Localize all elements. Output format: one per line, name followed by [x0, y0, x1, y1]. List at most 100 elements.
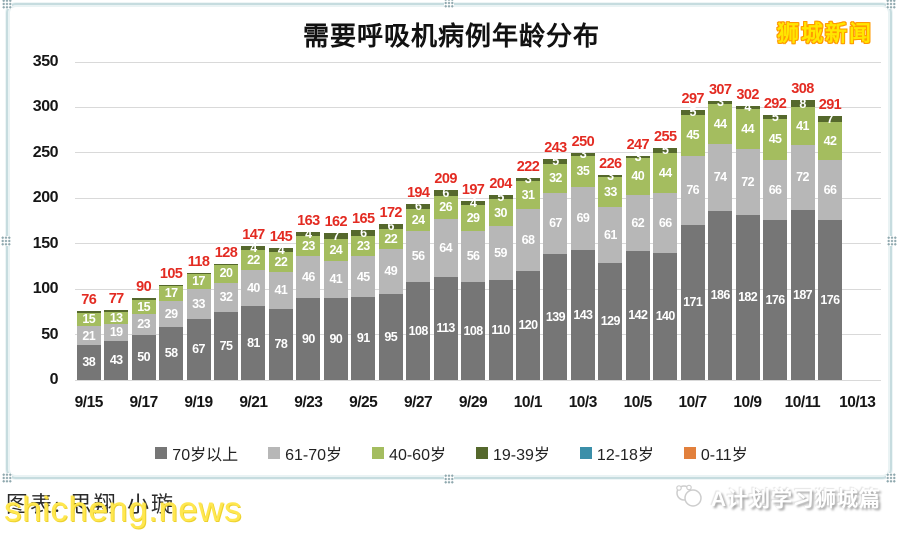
bar-segment: 110 — [488, 280, 513, 380]
bar-segment: 3 — [708, 96, 733, 108]
y-tick-label: 150 — [32, 234, 59, 252]
x-tick-label: 9/27 — [404, 394, 433, 411]
bar-slot: 182 72 44 4 302 — [734, 62, 761, 380]
total-label: 90 — [136, 279, 152, 296]
bar-segment: 69 — [570, 187, 595, 251]
bar-segment: 113 — [433, 277, 458, 380]
bar-segment: 5 — [680, 106, 705, 118]
legend-item: 70岁以上 — [155, 441, 238, 465]
bar-segment — [104, 310, 129, 312]
bar-slot: 139 67 32 5 243 — [542, 62, 569, 380]
bar-slot: 43 19 13 77 — [102, 62, 129, 380]
total-label: 145 — [269, 229, 293, 246]
selection-handle-nw[interactable] — [2, 0, 12, 9]
segment-value-label: 29 — [164, 306, 178, 321]
segment-value-label: 90 — [329, 331, 343, 346]
selection-handle-s[interactable] — [444, 474, 454, 484]
segment-value-label: 176 — [765, 292, 786, 307]
segment-value-label: 113 — [436, 321, 455, 336]
segment-value-label: 72 — [741, 174, 754, 189]
bar-slot: 142 62 40 3 247 — [624, 62, 651, 380]
segment-value-label: 182 — [738, 290, 758, 305]
plot-area: 38 21 15 76 43 19 13 77 50 23 15 90 58 29 17 105 67 33 17 1… — [75, 61, 881, 381]
segment-value-label: 3 — [524, 172, 532, 187]
segment-value-label: 187 — [792, 287, 813, 302]
selection-handle-w[interactable] — [1, 236, 11, 246]
total-label: 226 — [599, 155, 622, 172]
segment-value-label: 32 — [549, 171, 562, 186]
x-tick-label: 9/15 — [74, 394, 104, 411]
bar-segment: 23 — [131, 313, 156, 335]
bar-segment: 44 — [735, 109, 760, 150]
selection-handle-e[interactable] — [887, 236, 897, 246]
bar-segment: 35 — [570, 155, 595, 188]
selection-handle-se[interactable] — [886, 473, 896, 483]
gridline — [75, 152, 881, 154]
legend-item: 40-60岁 — [372, 441, 446, 465]
bar-stack-10/12: 176 66 42 7 — [817, 113, 842, 380]
bar-slot: 95 49 22 6 172 — [377, 62, 404, 380]
bar-segment: 23 — [296, 235, 321, 257]
bar-segment: 176 — [817, 220, 842, 380]
segment-value-label: 5 — [689, 105, 697, 120]
bar-segment: 19 — [104, 323, 129, 341]
bar-slot: 108 56 24 6 194 — [404, 62, 431, 380]
x-axis: 9/15 9/17 9/19 9/21 9/23 9/25 9/27 9/29 10/1 10/3… — [75, 394, 876, 418]
segment-value-label: 44 — [658, 165, 672, 180]
x-tick-label: 10/3 — [568, 394, 598, 411]
segment-value-label: 95 — [384, 329, 398, 344]
bar-slot: 90 46 23 4 163 — [295, 62, 322, 380]
y-tick-label: 250 — [32, 143, 59, 161]
segment-value-label: 72 — [796, 170, 809, 185]
bar-slot: 108 56 29 4 197 — [459, 62, 486, 380]
x-tick-label: 9/21 — [239, 394, 268, 411]
bar-stack-10/3: 143 69 35 3 — [570, 148, 595, 380]
total-label: 291 — [818, 96, 842, 113]
bar-segment: 108 — [461, 281, 486, 380]
bar-slot: 176 66 42 7 291 — [816, 62, 843, 380]
bar-segment: 75 — [213, 311, 238, 380]
bar-segment: 3 — [598, 170, 623, 182]
segment-value-label: 30 — [494, 205, 507, 220]
segment-value-label: 3 — [607, 168, 614, 183]
y-tick-label: 0 — [49, 371, 59, 388]
bar-segment: 33 — [598, 177, 623, 208]
bar-segment: 6 — [406, 200, 431, 212]
segment-value-label: 6 — [414, 199, 422, 214]
segment-value-label: 44 — [741, 122, 754, 136]
legend-label: 0-11岁 — [700, 447, 748, 464]
bar-segment: 95 — [378, 293, 403, 380]
segment-value-label: 66 — [768, 182, 782, 197]
segment-value-label: 19 — [109, 325, 123, 340]
bar-segment: 5 — [763, 111, 788, 123]
legend: 70岁以上 61-70岁 40-60岁 19-39岁 12-18岁 0-11岁 — [0, 441, 903, 465]
segment-value-label: 41 — [274, 283, 288, 298]
bar-segment: 15 — [131, 300, 156, 314]
bar-slot: 58 29 17 105 — [157, 62, 184, 380]
selection-handle-sw[interactable] — [2, 473, 12, 483]
legend-swatch-icon — [475, 447, 488, 459]
segment-value-label: 15 — [82, 312, 96, 327]
bar-segment: 15 — [76, 312, 101, 327]
segment-value-label: 22 — [247, 252, 260, 267]
bar-segment: 120 — [515, 270, 540, 380]
segment-value-label: 4 — [744, 100, 751, 115]
bar-slot: 186 74 44 3 307 — [706, 62, 733, 380]
segment-value-label: 66 — [823, 182, 837, 197]
bar-segment: 46 — [296, 256, 321, 299]
selection-handle-ne[interactable] — [886, 0, 896, 9]
total-label: 302 — [736, 86, 759, 103]
y-tick-label: 350 — [32, 53, 59, 70]
segment-value-label: 7 — [332, 228, 340, 243]
bar-segment: 4 — [735, 101, 760, 113]
total-label: 165 — [352, 211, 375, 228]
chart-title: 需要呼吸机病例年龄分布 — [302, 21, 600, 51]
bar-segment: 42 — [817, 121, 842, 161]
legend-label: 12-18岁 — [596, 447, 654, 464]
x-tick-label: 9/19 — [184, 394, 213, 411]
segment-value-label: 76 — [686, 182, 700, 197]
segment-value-label: 139 — [545, 309, 566, 324]
selection-handle-n[interactable] — [444, 0, 454, 8]
bar-segment: 32 — [213, 282, 238, 312]
segment-value-label: 61 — [603, 227, 617, 242]
